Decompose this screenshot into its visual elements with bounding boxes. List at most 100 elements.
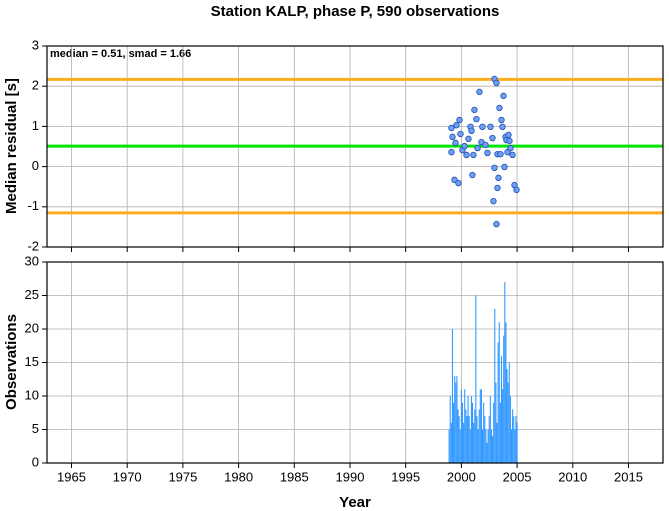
- x-tick-label: 2015: [614, 469, 643, 484]
- bar: [487, 429, 489, 463]
- bar: [515, 416, 517, 463]
- point: [473, 115, 480, 123]
- bar: [469, 429, 471, 463]
- x-axis-label: Year: [339, 494, 371, 511]
- point: [476, 88, 483, 96]
- bar: [478, 409, 480, 463]
- bar: [475, 295, 477, 463]
- bar: [502, 389, 504, 463]
- annotation: median = 0.51, smad = 1.66: [50, 48, 191, 60]
- bar: [499, 402, 501, 463]
- bar: [506, 369, 508, 463]
- bar: [513, 416, 515, 463]
- bar: [488, 416, 490, 463]
- point: [490, 197, 497, 205]
- bar: [470, 396, 472, 463]
- point: [500, 92, 507, 100]
- bar: [480, 389, 482, 463]
- y-tick-label: 25: [25, 287, 39, 302]
- x-tick-label: 1985: [280, 469, 309, 484]
- bar: [479, 389, 481, 463]
- plot-frame: [46, 45, 664, 248]
- x-tick-label: 1965: [57, 469, 86, 484]
- bar: [459, 429, 461, 463]
- bar: [507, 382, 509, 463]
- y-tick-label: 1: [32, 118, 39, 133]
- bar: [493, 402, 495, 463]
- bar: [465, 409, 467, 463]
- bar: [474, 409, 476, 463]
- point: [452, 139, 459, 147]
- point: [453, 121, 460, 129]
- point: [506, 137, 513, 145]
- x-tick-label: 1990: [336, 469, 365, 484]
- point: [448, 124, 455, 132]
- point: [507, 144, 514, 152]
- point: [499, 123, 506, 131]
- bar: [509, 396, 511, 463]
- bar: [477, 429, 479, 463]
- chart-title: Station KALP, phase P, 590 observations: [211, 3, 500, 20]
- bar: [512, 409, 514, 463]
- bar: [510, 429, 513, 463]
- bar: [461, 402, 464, 463]
- bar: [449, 396, 451, 463]
- point: [471, 106, 478, 114]
- x-tick-label: 2005: [503, 469, 532, 484]
- x-tick-label: 1970: [113, 469, 142, 484]
- point: [468, 127, 475, 135]
- y-tick-label: 0: [32, 454, 39, 469]
- bar: [466, 416, 468, 463]
- bar: [494, 308, 496, 463]
- bar: [464, 389, 466, 463]
- point: [487, 123, 494, 131]
- bar: [460, 389, 462, 463]
- bar: [516, 422, 518, 463]
- y-tick-label: 5: [32, 421, 39, 436]
- bar: [496, 422, 498, 463]
- point: [461, 142, 468, 150]
- x-tick-label: 1995: [391, 469, 420, 484]
- point: [509, 151, 516, 159]
- point: [489, 134, 496, 142]
- bar: [485, 429, 487, 463]
- point: [491, 164, 498, 172]
- point: [474, 144, 481, 152]
- point: [463, 151, 470, 159]
- point: [496, 104, 503, 112]
- bar: [450, 422, 452, 463]
- point: [513, 186, 520, 194]
- point: [493, 220, 500, 228]
- bar: [504, 282, 506, 463]
- bar: [476, 416, 478, 463]
- x-tick-label: 1975: [168, 469, 197, 484]
- bar: [457, 409, 459, 463]
- point: [494, 184, 501, 192]
- x-tick-label: 2010: [558, 469, 587, 484]
- bar: [498, 322, 500, 463]
- point: [482, 141, 489, 149]
- y-axis-label: Median residual [s]: [3, 78, 20, 214]
- point: [470, 151, 477, 159]
- y-tick-label: 30: [25, 253, 39, 268]
- bar: [454, 375, 456, 463]
- bar: [495, 382, 497, 463]
- y-axis-label: Observations: [3, 314, 20, 410]
- y-tick-label: -2: [27, 238, 39, 253]
- bar: [483, 402, 485, 463]
- bar: [500, 355, 503, 463]
- bar: [486, 442, 488, 463]
- point: [456, 116, 463, 124]
- point: [497, 150, 504, 158]
- point: [465, 135, 472, 143]
- point: [455, 179, 462, 187]
- y-tick-label: 15: [25, 354, 39, 369]
- bar: [490, 429, 493, 463]
- y-tick-label: 2: [32, 78, 39, 93]
- point: [495, 174, 502, 182]
- point: [448, 148, 455, 156]
- bar: [505, 322, 507, 463]
- point: [469, 171, 476, 179]
- bar: [489, 396, 491, 463]
